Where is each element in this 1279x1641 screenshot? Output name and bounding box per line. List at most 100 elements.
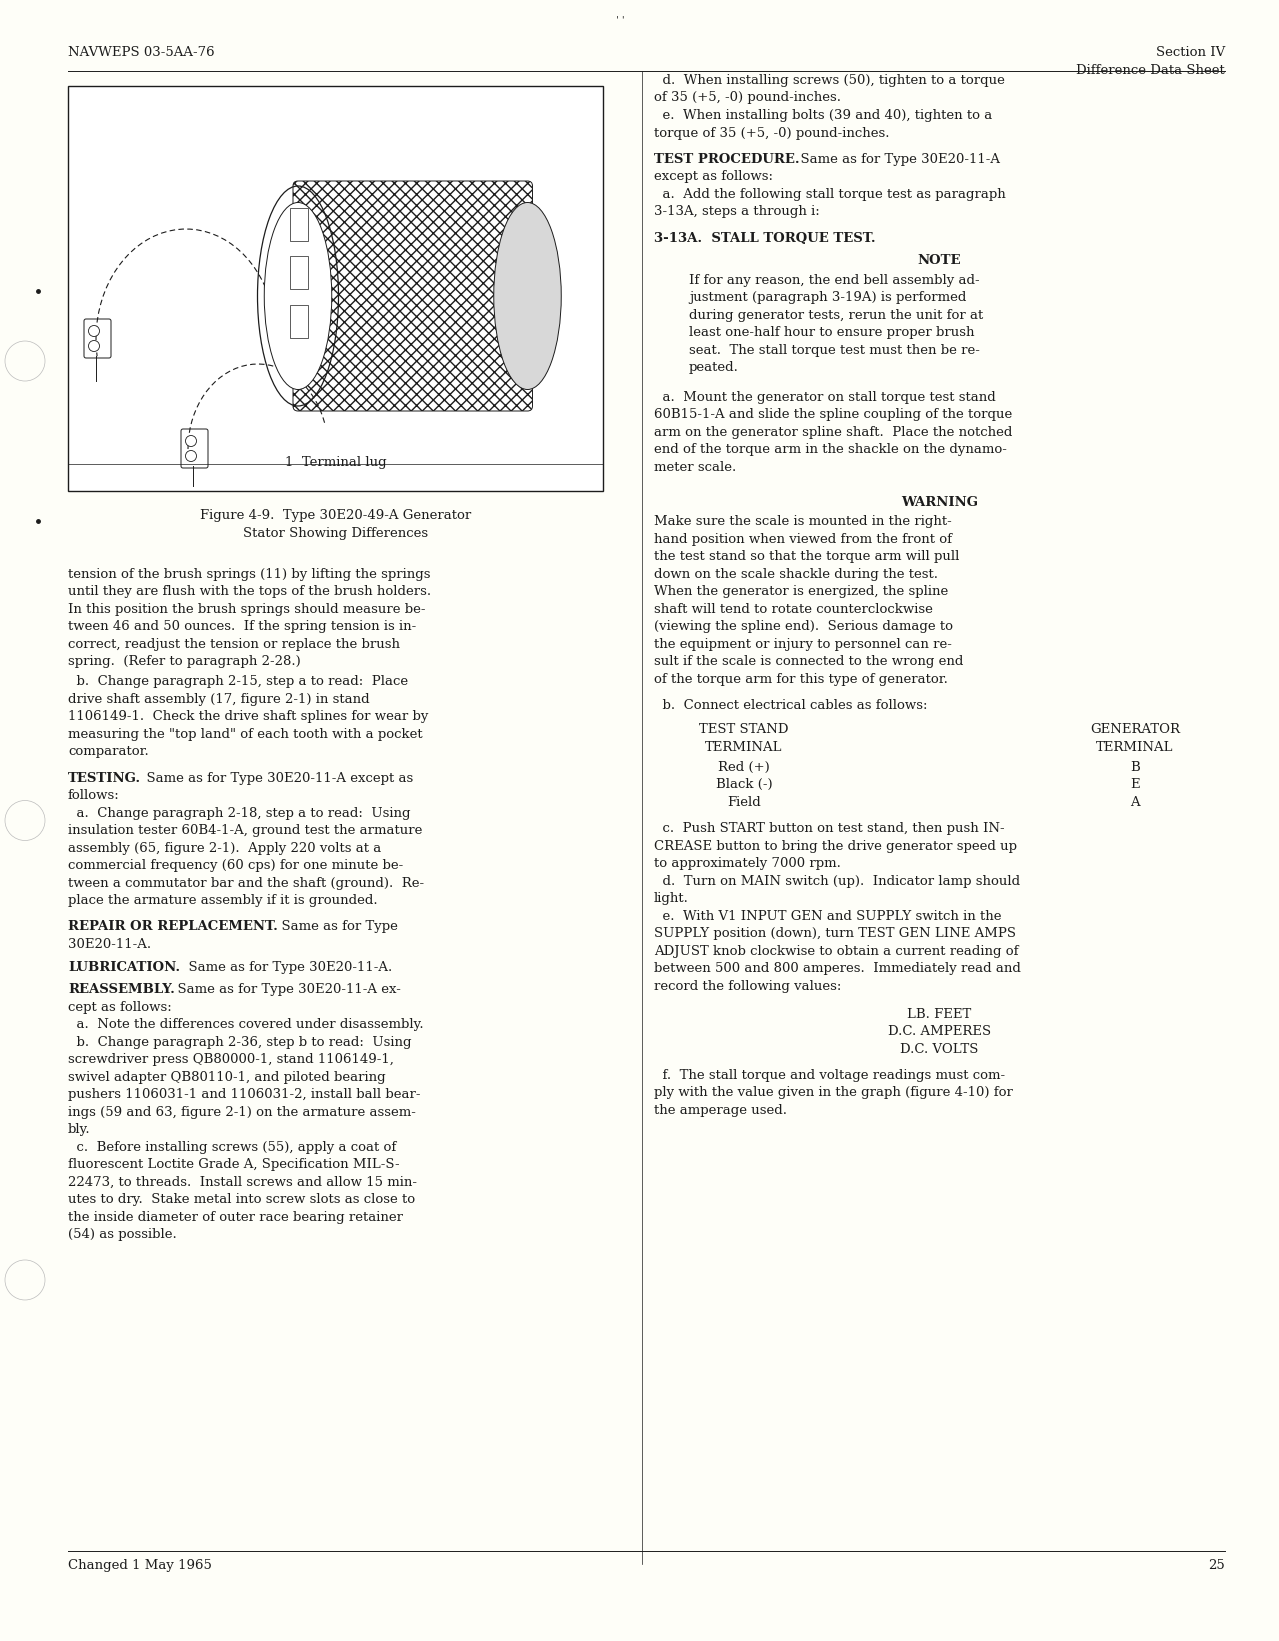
- Text: Same as for Type 30E20-11-A ex-: Same as for Type 30E20-11-A ex-: [169, 983, 400, 996]
- Text: record the following values:: record the following values:: [654, 980, 842, 993]
- Text: of the torque arm for this type of generator.: of the torque arm for this type of gener…: [654, 673, 948, 686]
- Text: hand position when viewed from the front of: hand position when viewed from the front…: [654, 532, 952, 545]
- Text: Figure 4-9.  Type 30E20-49-A Generator: Figure 4-9. Type 30E20-49-A Generator: [200, 509, 471, 522]
- Text: e.  When installing bolts (39 and 40), tighten to a: e. When installing bolts (39 and 40), ti…: [654, 108, 993, 121]
- Text: ings (59 and 63, figure 2-1) on the armature assem-: ings (59 and 63, figure 2-1) on the arma…: [68, 1106, 416, 1119]
- Text: bly.: bly.: [68, 1124, 91, 1136]
- Text: sult if the scale is connected to the wrong end: sult if the scale is connected to the wr…: [654, 655, 963, 668]
- Circle shape: [5, 1260, 45, 1300]
- Text: D.C. VOLTS: D.C. VOLTS: [900, 1042, 978, 1055]
- FancyBboxPatch shape: [182, 428, 208, 468]
- Text: Red (+): Red (+): [718, 761, 770, 775]
- Text: spring.  (Refer to paragraph 2-28.): spring. (Refer to paragraph 2-28.): [68, 655, 301, 668]
- Text: 60B15-1-A and slide the spline coupling of the torque: 60B15-1-A and slide the spline coupling …: [654, 409, 1012, 422]
- Bar: [290, 208, 308, 241]
- Text: Changed 1 May 1965: Changed 1 May 1965: [68, 1559, 212, 1572]
- Circle shape: [5, 341, 45, 381]
- Circle shape: [185, 435, 197, 446]
- Text: Same as for Type: Same as for Type: [272, 921, 398, 934]
- Text: shaft will tend to rotate counterclockwise: shaft will tend to rotate counterclockwi…: [654, 602, 932, 615]
- Text: a.  Note the differences covered under disassembly.: a. Note the differences covered under di…: [68, 1019, 423, 1032]
- Text: cept as follows:: cept as follows:: [68, 1001, 171, 1014]
- Text: a.  Add the following stall torque test as paragraph: a. Add the following stall torque test a…: [654, 187, 1005, 200]
- Text: tween 46 and 50 ounces.  If the spring tension is in-: tween 46 and 50 ounces. If the spring te…: [68, 620, 416, 633]
- Text: seat.  The stall torque test must then be re-: seat. The stall torque test must then be…: [689, 343, 980, 356]
- Text: 1  Terminal lug: 1 Terminal lug: [285, 456, 386, 469]
- Text: B: B: [1131, 761, 1140, 775]
- Text: 30E20-11-A.: 30E20-11-A.: [68, 939, 151, 950]
- Circle shape: [185, 451, 197, 461]
- Text: of 35 (+5, -0) pound-inches.: of 35 (+5, -0) pound-inches.: [654, 92, 842, 105]
- Text: Make sure the scale is mounted in the right-: Make sure the scale is mounted in the ri…: [654, 515, 952, 528]
- Text: CREASE button to bring the drive generator speed up: CREASE button to bring the drive generat…: [654, 840, 1017, 853]
- Text: D.C. AMPERES: D.C. AMPERES: [888, 1026, 991, 1039]
- Text: GENERATOR: GENERATOR: [1090, 724, 1181, 737]
- Text: A: A: [1131, 796, 1140, 809]
- Text: b.  Change paragraph 2-15, step a to read:  Place: b. Change paragraph 2-15, step a to read…: [68, 676, 408, 688]
- Text: c.  Before installing screws (55), apply a coat of: c. Before installing screws (55), apply …: [68, 1140, 396, 1154]
- Text: correct, readjust the tension or replace the brush: correct, readjust the tension or replace…: [68, 638, 400, 651]
- Text: down on the scale shackle during the test.: down on the scale shackle during the tes…: [654, 568, 938, 581]
- Text: TEST PROCEDURE.: TEST PROCEDURE.: [654, 153, 799, 166]
- Text: NOTE: NOTE: [918, 254, 962, 267]
- Text: arm on the generator spline shaft.  Place the notched: arm on the generator spline shaft. Place…: [654, 425, 1013, 438]
- Text: drive shaft assembly (17, figure 2-1) in stand: drive shaft assembly (17, figure 2-1) in…: [68, 693, 370, 706]
- Bar: [68, 85, 602, 491]
- Text: pushers 1106031-1 and 1106031-2, install ball bear-: pushers 1106031-1 and 1106031-2, install…: [68, 1088, 421, 1101]
- Text: 3-13A.  STALL TORQUE TEST.: 3-13A. STALL TORQUE TEST.: [654, 231, 876, 245]
- Text: until they are flush with the tops of the brush holders.: until they are flush with the tops of th…: [68, 586, 431, 599]
- Text: the amperage used.: the amperage used.: [654, 1104, 787, 1118]
- Text: TERMINAL: TERMINAL: [705, 740, 783, 753]
- Text: E: E: [1131, 778, 1140, 791]
- Text: b.  Connect electrical cables as follows:: b. Connect electrical cables as follows:: [654, 699, 927, 712]
- Text: except as follows:: except as follows:: [654, 171, 773, 184]
- Text: comparator.: comparator.: [68, 745, 148, 758]
- Circle shape: [88, 325, 100, 336]
- Text: meter scale.: meter scale.: [654, 461, 737, 474]
- Text: 1106149-1.  Check the drive shaft splines for wear by: 1106149-1. Check the drive shaft splines…: [68, 711, 428, 724]
- Text: tween a commutator bar and the shaft (ground).  Re-: tween a commutator bar and the shaft (gr…: [68, 876, 425, 889]
- Text: Stator Showing Differences: Stator Showing Differences: [243, 527, 428, 540]
- Text: the test stand so that the torque arm will pull: the test stand so that the torque arm wi…: [654, 550, 959, 563]
- Text: When the generator is energized, the spline: When the generator is energized, the spl…: [654, 584, 948, 597]
- Text: ' ': ' ': [615, 16, 624, 25]
- Text: c.  Push START button on test stand, then push IN-: c. Push START button on test stand, then…: [654, 822, 1004, 835]
- Text: TESTING.: TESTING.: [68, 771, 141, 784]
- Text: If for any reason, the end bell assembly ad-: If for any reason, the end bell assembly…: [689, 274, 980, 287]
- Text: Black (-): Black (-): [716, 778, 773, 791]
- Text: LB. FEET: LB. FEET: [907, 1008, 972, 1021]
- Text: end of the torque arm in the shackle on the dynamo-: end of the torque arm in the shackle on …: [654, 443, 1007, 456]
- Text: WARNING: WARNING: [900, 496, 978, 509]
- Text: TEST STAND: TEST STAND: [700, 724, 789, 737]
- Text: between 500 and 800 amperes.  Immediately read and: between 500 and 800 amperes. Immediately…: [654, 962, 1021, 975]
- Text: b.  Change paragraph 2-36, step b to read:  Using: b. Change paragraph 2-36, step b to read…: [68, 1035, 412, 1049]
- Text: Field: Field: [728, 796, 761, 809]
- Bar: [290, 256, 308, 289]
- Text: 22473, to threads.  Install screws and allow 15 min-: 22473, to threads. Install screws and al…: [68, 1177, 417, 1188]
- Text: commercial frequency (60 cps) for one minute be-: commercial frequency (60 cps) for one mi…: [68, 860, 403, 871]
- Text: SUPPLY position (down), turn TEST GEN LINE AMPS: SUPPLY position (down), turn TEST GEN LI…: [654, 927, 1016, 940]
- Text: utes to dry.  Stake metal into screw slots as close to: utes to dry. Stake metal into screw slot…: [68, 1193, 416, 1206]
- Text: torque of 35 (+5, -0) pound-inches.: torque of 35 (+5, -0) pound-inches.: [654, 126, 889, 139]
- Text: f.  The stall torque and voltage readings must com-: f. The stall torque and voltage readings…: [654, 1068, 1005, 1081]
- Text: Same as for Type 30E20-11-A.: Same as for Type 30E20-11-A.: [180, 960, 393, 973]
- Text: least one-half hour to ensure proper brush: least one-half hour to ensure proper bru…: [689, 327, 975, 340]
- Text: peated.: peated.: [689, 361, 739, 374]
- FancyBboxPatch shape: [84, 318, 111, 358]
- Text: LUBRICATION.: LUBRICATION.: [68, 960, 180, 973]
- Text: ply with the value given in the graph (figure 4-10) for: ply with the value given in the graph (f…: [654, 1086, 1013, 1099]
- Text: Difference Data Sheet: Difference Data Sheet: [1076, 64, 1225, 77]
- Text: a.  Mount the generator on stall torque test stand: a. Mount the generator on stall torque t…: [654, 391, 996, 404]
- Ellipse shape: [265, 202, 331, 389]
- Circle shape: [88, 340, 100, 351]
- Text: assembly (65, figure 2-1).  Apply 220 volts at a: assembly (65, figure 2-1). Apply 220 vol…: [68, 842, 381, 855]
- Text: (54) as possible.: (54) as possible.: [68, 1229, 177, 1241]
- Circle shape: [5, 801, 45, 840]
- Text: Same as for Type 30E20-11-A except as: Same as for Type 30E20-11-A except as: [138, 771, 413, 784]
- Text: place the armature assembly if it is grounded.: place the armature assembly if it is gro…: [68, 894, 377, 907]
- Text: e.  With V1 INPUT GEN and SUPPLY switch in the: e. With V1 INPUT GEN and SUPPLY switch i…: [654, 909, 1001, 922]
- Text: swivel adapter QB80110-1, and piloted bearing: swivel adapter QB80110-1, and piloted be…: [68, 1072, 386, 1083]
- Text: 3-13A, steps a through i:: 3-13A, steps a through i:: [654, 205, 820, 218]
- Text: (viewing the spline end).  Serious damage to: (viewing the spline end). Serious damage…: [654, 620, 953, 633]
- FancyBboxPatch shape: [293, 181, 532, 410]
